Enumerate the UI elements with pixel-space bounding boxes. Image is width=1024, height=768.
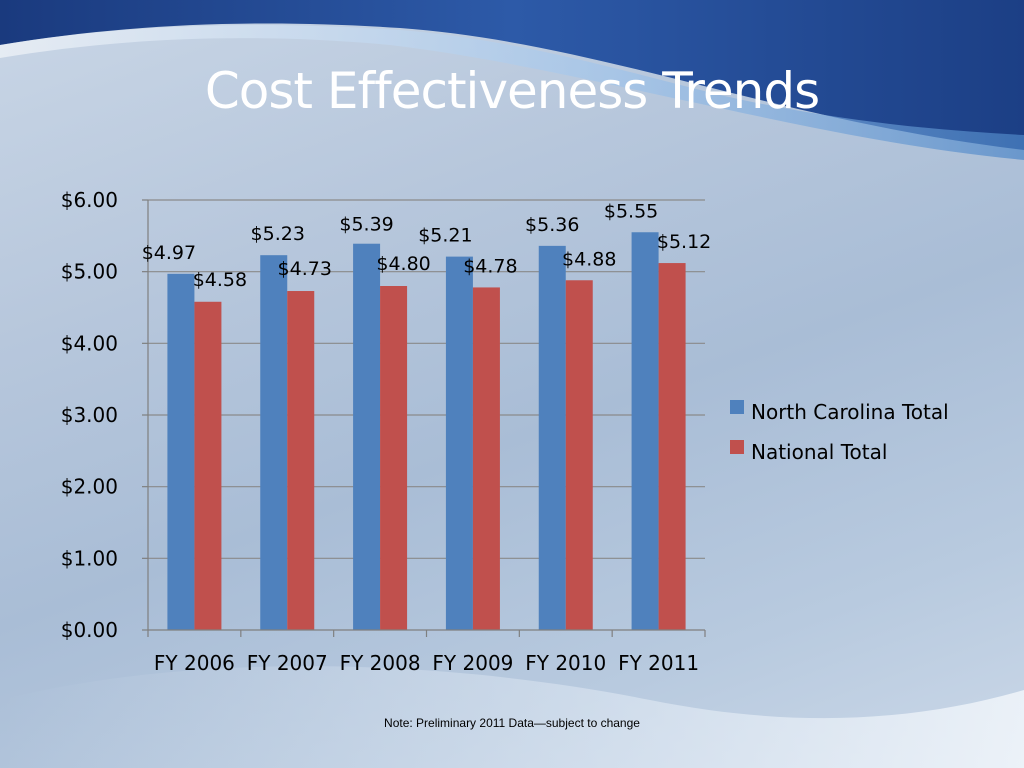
legend-label-north-carolina: North Carolina Total <box>751 400 949 424</box>
legend-swatch-national <box>730 440 744 454</box>
y-tick-label: $0.00 <box>61 618 118 642</box>
bar-north-carolina <box>445 256 473 630</box>
bar-national <box>287 291 315 630</box>
bar-north-carolina <box>353 243 381 630</box>
bar-national <box>380 286 408 630</box>
legend: North Carolina Total National Total <box>730 400 949 464</box>
data-label-north-carolina: $5.36 <box>525 214 579 236</box>
y-tick-label: $6.00 <box>61 188 118 212</box>
y-tick-label: $1.00 <box>61 546 118 570</box>
bar-north-carolina <box>167 273 195 630</box>
bar-north-carolina <box>260 255 288 630</box>
bars <box>167 232 686 630</box>
y-tick-label: $5.00 <box>61 260 118 284</box>
bar-national <box>194 301 222 630</box>
slide-title: Cost Effectiveness Trends <box>204 62 820 120</box>
data-label-north-carolina: $4.97 <box>142 242 196 264</box>
y-tick-label: $3.00 <box>61 403 118 427</box>
footnote: Note: Preliminary 2011 Data—subject to c… <box>384 716 640 730</box>
bar-national <box>565 280 593 630</box>
x-tick-label: FY 2009 <box>432 651 513 675</box>
data-label-north-carolina: $5.23 <box>251 223 305 245</box>
data-label-national: $4.58 <box>193 269 247 291</box>
data-label-north-carolina: $5.39 <box>339 214 393 236</box>
x-tick-label: FY 2006 <box>154 651 235 675</box>
x-tick-label: FY 2007 <box>247 651 328 675</box>
y-tick-label: $4.00 <box>61 331 118 355</box>
legend-label-national: National Total <box>751 440 887 464</box>
data-label-north-carolina: $5.55 <box>604 200 658 222</box>
bar-north-carolina <box>538 245 566 630</box>
x-tick-label: FY 2008 <box>340 651 421 675</box>
gridlines <box>148 199 705 559</box>
x-tick-label: FY 2010 <box>525 651 606 675</box>
bar-north-carolina <box>631 232 659 630</box>
bar-national <box>472 287 500 630</box>
data-label-national: $4.78 <box>463 255 517 277</box>
y-tick-label: $2.00 <box>61 475 118 499</box>
data-label-national: $4.80 <box>376 253 430 275</box>
data-label-national: $5.12 <box>657 231 711 253</box>
data-label-national: $4.73 <box>278 258 332 280</box>
x-tick-label: FY 2011 <box>618 651 699 675</box>
data-label-national: $4.88 <box>562 248 616 270</box>
axes: $0.00 $1.00 $2.00 $3.00 $4.00 $5.00 $6.00 FY 20… <box>61 188 706 675</box>
legend-swatch-north-carolina <box>730 400 744 414</box>
data-label-north-carolina: $5.21 <box>418 225 472 247</box>
data-labels: $4.97 $4.58 $5.23 $4.73 $5.39 $4.80 $5.21 $4.78… <box>142 200 712 291</box>
bar-national <box>658 263 686 630</box>
